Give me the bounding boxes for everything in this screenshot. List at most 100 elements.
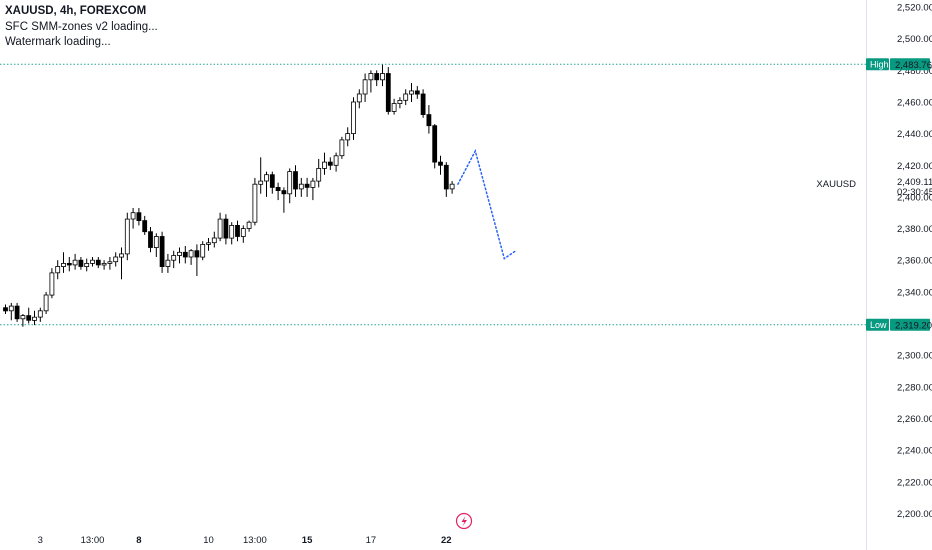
high-tag-text: High — [870, 59, 889, 69]
candle-down — [420, 93, 426, 116]
candle-up — [322, 161, 327, 169]
candle-down — [182, 251, 188, 258]
low-tag-text: Low — [870, 320, 887, 330]
projection-path[interactable] — [457, 148, 517, 260]
price-tick-label: 2,380.00 — [897, 224, 932, 235]
candle-up — [298, 183, 304, 190]
candle-down — [142, 220, 148, 233]
candle-down — [95, 259, 101, 266]
candle-up — [72, 259, 78, 266]
candle-up — [345, 133, 351, 141]
candle-down — [14, 305, 20, 320]
symbol-title[interactable]: XAUUSD, 4h, FOREXCOM — [5, 5, 147, 17]
price-tick-label: 2,360.00 — [897, 256, 932, 267]
candle-up — [409, 90, 414, 95]
candle-up — [101, 262, 107, 266]
candle-up — [211, 237, 217, 244]
candle-up — [316, 167, 322, 182]
candle-up — [165, 259, 171, 267]
candle-up — [333, 155, 339, 166]
candle-down — [304, 183, 310, 188]
price-tick-label: 2,340.00 — [897, 287, 932, 298]
candle-up — [113, 256, 119, 263]
candle-up — [20, 315, 26, 320]
candle-down — [78, 259, 84, 267]
candle-down — [66, 262, 72, 266]
current-symbol-label: XAUUSD — [816, 179, 856, 190]
price-tick-label: 2,520.00 — [897, 3, 932, 14]
candle-up — [188, 250, 194, 258]
price-tick-label: 2,300.00 — [897, 351, 932, 362]
candle-down — [432, 125, 438, 163]
current-price-label: 2,409.11 — [897, 177, 932, 188]
candle-up — [368, 73, 374, 81]
candle-up — [351, 101, 356, 135]
time-axis[interactable]: 3 13:00 8 10 13:00 15 17 22 — [38, 535, 452, 546]
time-tick-label: 13:00 — [243, 535, 267, 546]
candle-up — [356, 93, 362, 103]
time-tick-label: 13:00 — [81, 535, 105, 546]
candle-up — [258, 180, 264, 185]
candle-up — [310, 180, 316, 188]
candle-down — [327, 161, 333, 166]
candle-up — [43, 294, 49, 312]
candle-up — [264, 174, 269, 182]
candle-up — [252, 183, 258, 223]
candle-up — [55, 266, 61, 274]
time-tick-label: 15 — [302, 535, 313, 546]
high-price-text: 2,483.76 — [895, 60, 932, 71]
indicator-status[interactable]: SFC SMM-zones v2 loading... — [5, 20, 158, 33]
candle-up — [339, 139, 345, 157]
candle-down — [275, 186, 281, 191]
time-tick-label: 8 — [136, 535, 141, 546]
price-tick-label: 2,420.00 — [897, 161, 932, 172]
time-tick-label: 22 — [441, 535, 452, 546]
candle-down — [293, 171, 298, 190]
candle-down — [148, 231, 153, 248]
candle-up — [49, 272, 55, 296]
candle-up — [449, 183, 455, 190]
candle-down — [374, 73, 380, 81]
candle-down — [223, 218, 229, 239]
time-tick-label: 10 — [203, 535, 214, 546]
candles-layer — [3, 64, 455, 327]
candle-up — [37, 310, 43, 318]
projection-arrow[interactable] — [457, 148, 517, 260]
candle-down — [3, 307, 8, 312]
low-tag — [866, 318, 889, 331]
price-tick-label: 2,440.00 — [897, 129, 932, 140]
candle-down — [136, 212, 142, 221]
candle-up — [229, 224, 235, 239]
watermark-status[interactable]: Watermark loading... — [5, 36, 111, 48]
candle-up — [287, 171, 293, 195]
candle-down — [385, 73, 391, 112]
candle-up — [177, 251, 182, 256]
candle-up — [206, 242, 211, 245]
candle-down — [194, 250, 200, 258]
candle-up — [32, 316, 37, 321]
price-tick-label: 2,400.00 — [897, 192, 932, 203]
candle-up — [124, 218, 130, 255]
candle-up — [84, 262, 90, 267]
time-tick-label: 3 — [38, 535, 43, 546]
candle-up — [397, 100, 403, 105]
high-tag — [866, 58, 889, 71]
candle-up — [200, 243, 206, 258]
candle-down — [443, 164, 449, 190]
candle-up — [391, 103, 397, 112]
candle-up — [61, 262, 66, 267]
levels-layer: High 2,483.76 Low 2,319.20 — [0, 58, 932, 331]
candle-up — [130, 212, 136, 220]
candle-up — [380, 73, 385, 81]
price-tick-label: 2,260.00 — [897, 414, 932, 425]
candle-down — [281, 190, 287, 195]
candle-up — [153, 236, 159, 249]
candle-down — [438, 161, 443, 166]
price-axis[interactable]: 2,200.00 2,220.00 2,240.00 2,260.00 2,280.00… — [897, 3, 932, 520]
candle-up — [171, 255, 177, 261]
candle-down — [269, 174, 275, 188]
flash-icon[interactable] — [455, 512, 473, 530]
candle-down — [414, 90, 420, 95]
candle-up — [8, 305, 14, 312]
